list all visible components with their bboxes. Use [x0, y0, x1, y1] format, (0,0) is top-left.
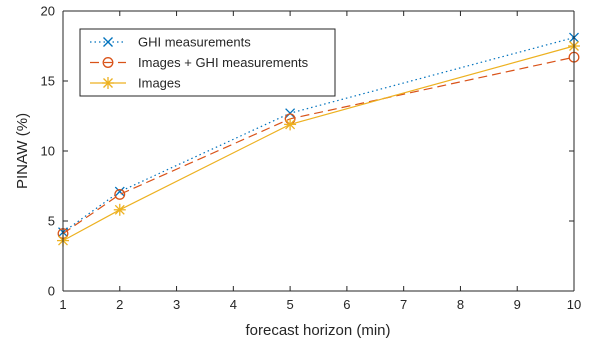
- y-tick-label: 10: [41, 144, 55, 159]
- y-tick-label: 5: [48, 214, 55, 229]
- y-tick-label: 20: [41, 4, 55, 19]
- x-axis-label: forecast horizon (min): [245, 322, 390, 339]
- y-tick-label: 15: [41, 74, 55, 89]
- marker-stroke: [103, 37, 113, 47]
- legend-item-3: Images: [90, 76, 181, 91]
- marker-stroke: [114, 186, 125, 197]
- marker-stroke: [114, 188, 126, 200]
- data-point-series-2: [114, 188, 126, 200]
- data-point-series-3: [284, 118, 297, 131]
- marker-stroke: [285, 108, 296, 119]
- x-tick-label: 3: [173, 297, 180, 312]
- y-axis-label: PINAW (%): [14, 113, 31, 189]
- legend-label: GHI measurements: [138, 35, 251, 50]
- y-tick-label: 0: [48, 284, 55, 299]
- x-tick-label: 5: [286, 297, 293, 312]
- series-layer: [57, 32, 580, 247]
- ticks-layer: 1 2 3 4 5 6 7 8 9 10 0 5 10 15 20: [41, 4, 582, 313]
- x-tick-label: 2: [116, 297, 123, 312]
- legend-label: Images + GHI measurements: [138, 55, 309, 70]
- data-point-series-1: [285, 108, 296, 119]
- legend: GHI measurements Images + GHI measurement…: [79, 28, 336, 97]
- x-tick-label: 10: [567, 297, 581, 312]
- legend-item-1: GHI measurements: [90, 35, 251, 50]
- legend-label: Images: [138, 76, 181, 91]
- x-tick-label: 1: [59, 297, 66, 312]
- legend-marker-sample: [102, 77, 114, 89]
- series-line-2: [62, 56, 575, 235]
- legend-marker-sample: [102, 57, 114, 68]
- x-tick-label: 7: [400, 297, 407, 312]
- data-point-series-1: [114, 186, 125, 197]
- x-tick-label: 6: [343, 297, 350, 312]
- x-tick-label: 8: [457, 297, 464, 312]
- data-point-series-3: [113, 203, 126, 216]
- x-tick-label: 9: [514, 297, 521, 312]
- x-tick-label: 4: [230, 297, 237, 312]
- series-line-3: [62, 45, 575, 242]
- marker-stroke: [102, 57, 114, 68]
- legend-item-2: Images + GHI measurements: [90, 55, 309, 70]
- legend-marker-sample: [103, 37, 113, 47]
